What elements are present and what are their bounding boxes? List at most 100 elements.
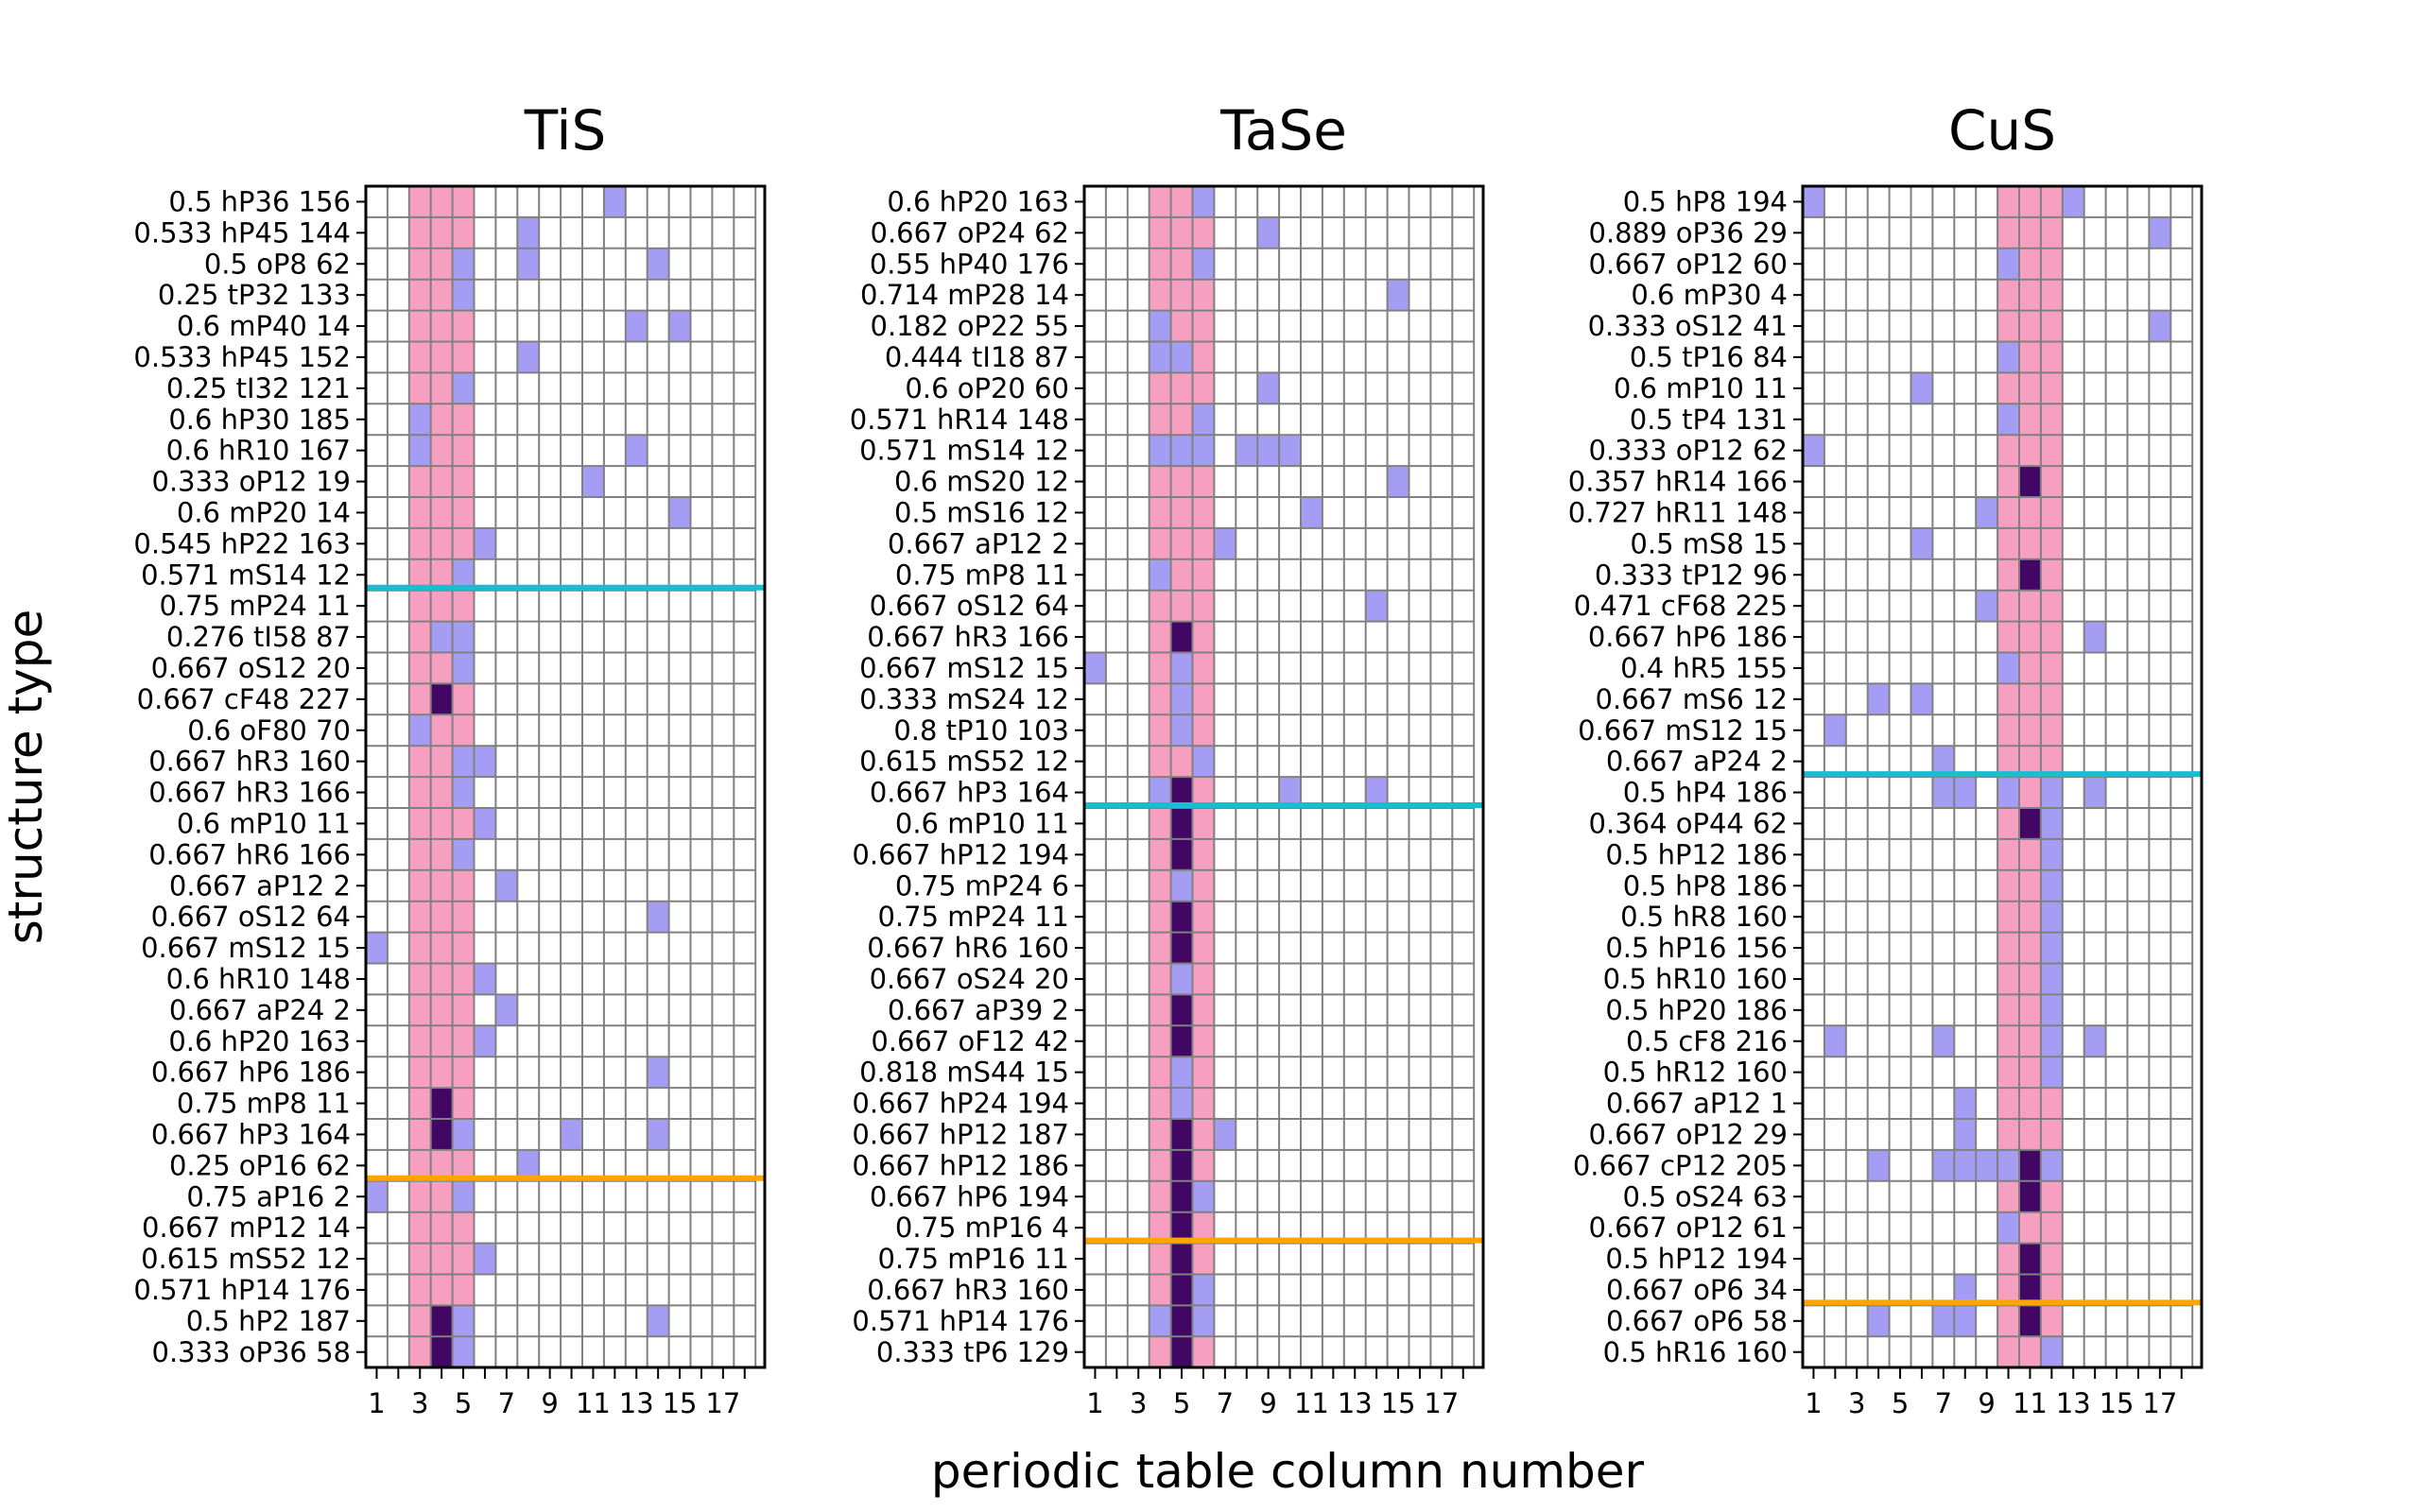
cell-light: [452, 1119, 475, 1150]
cell-light: [1867, 1305, 1890, 1337]
row-label: 0.5 hP8 186: [1623, 869, 1788, 902]
cell-light: [474, 527, 496, 559]
cell-light: [2083, 621, 2106, 653]
row-label: 0.5 hP12 186: [1605, 838, 1788, 870]
cell-dark: [1170, 901, 1193, 933]
row-label: 0.25 oP16 62: [169, 1149, 351, 1181]
cell-light: [474, 1243, 496, 1275]
row-label: 0.667 oP6 34: [1606, 1274, 1788, 1306]
cell-light: [603, 186, 626, 217]
x-tick-label: 1: [1805, 1387, 1822, 1419]
cell-light: [582, 466, 604, 497]
cell-light: [1997, 652, 2019, 684]
x-tick-label: 17: [1424, 1387, 1459, 1419]
cell-light: [474, 808, 496, 839]
row-label: 0.444 tI18 87: [885, 341, 1069, 373]
cell-light: [1824, 1025, 1846, 1057]
row-label: 0.667 hR6 160: [867, 932, 1069, 964]
row-label: 0.276 tI58 87: [166, 621, 351, 653]
cell-light: [1192, 435, 1215, 467]
cell-dark: [2019, 1274, 2041, 1306]
cell-light: [1170, 341, 1193, 373]
row-label: 0.667 mP12 14: [142, 1211, 351, 1244]
axes-frame: [1801, 184, 2204, 1369]
cell-light: [1803, 186, 1824, 217]
row-label: 0.6 mP10 11: [177, 807, 351, 839]
cell-dark: [1170, 1243, 1193, 1275]
x-tick-label: 15: [2100, 1387, 2135, 1419]
row-label: 0.333 oS12 41: [1588, 310, 1788, 342]
cell-dark: [1170, 1336, 1193, 1368]
cell-light: [1192, 404, 1215, 436]
row-label: 0.533 hP45 152: [133, 341, 351, 373]
row-label: 0.667 hP3 164: [870, 777, 1069, 809]
cell-dark: [430, 1088, 453, 1119]
cell-light: [1954, 1305, 1977, 1337]
row-label: 0.182 oP22 55: [871, 310, 1070, 342]
x-tick-label: 15: [1381, 1387, 1416, 1419]
cell-light: [1257, 435, 1280, 467]
row-label: 0.667 hR3 160: [148, 746, 351, 778]
row-label: 0.667 oP12 60: [1589, 248, 1789, 280]
x-tick-label: 1: [1086, 1387, 1103, 1419]
x-tick-label: 5: [1892, 1387, 1909, 1419]
row-label: 0.4 hR5 155: [1620, 652, 1788, 684]
cell-dark: [430, 1119, 453, 1150]
row-label: 0.667 oS12 20: [151, 652, 351, 684]
cell-light: [647, 1057, 669, 1089]
row-label: 0.667 oP12 61: [1589, 1211, 1789, 1244]
cell-light: [647, 901, 669, 933]
row-label: 0.333 tP6 129: [876, 1336, 1069, 1368]
row-label: 0.667 oS24 20: [870, 963, 1069, 995]
row-label: 0.5 hP12 194: [1605, 1243, 1788, 1275]
cell-dark: [1170, 1211, 1193, 1244]
cell-light: [2040, 808, 2063, 839]
cell-light: [1149, 1305, 1171, 1337]
cell-light: [2083, 777, 2106, 808]
row-label: 0.571 hR14 148: [850, 404, 1069, 436]
cell-light: [452, 279, 475, 311]
row-label: 0.667 aP12 2: [888, 527, 1069, 559]
cell-light: [517, 1149, 540, 1181]
cell-light: [647, 1119, 669, 1150]
row-label: 0.6 hP20 163: [887, 185, 1069, 217]
cell-light: [2040, 1149, 2063, 1181]
cell-light: [1149, 310, 1171, 342]
cell-dark: [1170, 621, 1193, 653]
cell-light: [1997, 1149, 2019, 1181]
cell-dark: [1170, 838, 1193, 870]
cell-light: [1910, 372, 1933, 404]
cell-light: [625, 435, 648, 467]
row-label: 0.533 hP45 144: [133, 216, 351, 249]
cell-light: [474, 746, 496, 778]
cell-dark: [2019, 1149, 2041, 1181]
cell-dark: [430, 683, 453, 715]
cell-light: [366, 1180, 388, 1212]
cell-dark: [430, 1305, 453, 1337]
cell-dark: [1170, 1305, 1193, 1337]
cell-dark: [1170, 1149, 1193, 1181]
cell-light: [1365, 777, 1388, 808]
row-label: 0.75 mP16 4: [895, 1211, 1069, 1244]
cell-light: [452, 372, 475, 404]
row-label: 0.667 hP12 194: [852, 838, 1069, 870]
cell-light: [1257, 216, 1280, 249]
cell-light: [1387, 466, 1409, 497]
cell-light: [2040, 838, 2063, 870]
cell-light: [408, 714, 431, 747]
x-tick-label: 13: [2056, 1387, 2091, 1419]
row-label: 0.571 hP14 176: [852, 1305, 1069, 1337]
x-tick-label: 7: [498, 1387, 515, 1419]
row-label: 0.667 hP12 186: [852, 1149, 1069, 1181]
cell-light: [452, 838, 475, 870]
row-label: 0.5 mS16 12: [894, 496, 1069, 528]
row-label: 0.667 hR3 166: [148, 777, 351, 809]
row-label: 0.5 cF8 216: [1626, 1025, 1788, 1057]
row-label: 0.5 hP2 187: [186, 1305, 351, 1337]
row-label: 0.667 hR3 160: [867, 1274, 1069, 1306]
cell-light: [2040, 901, 2063, 933]
cell-light: [1192, 248, 1215, 280]
cell-light: [2149, 310, 2171, 342]
